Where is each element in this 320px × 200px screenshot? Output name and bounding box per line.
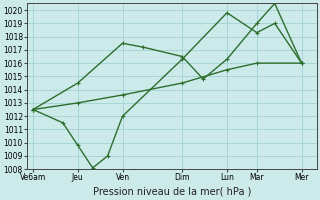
X-axis label: Pression niveau de la mer( hPa ): Pression niveau de la mer( hPa )	[92, 187, 251, 197]
